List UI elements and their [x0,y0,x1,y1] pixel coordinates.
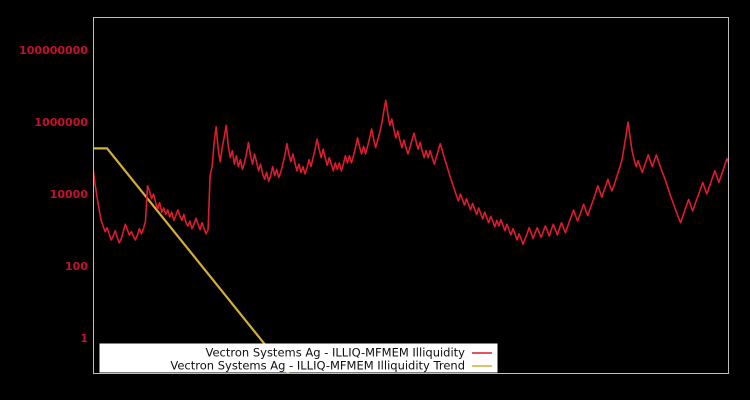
legend-label-illiquidity: Vectron Systems Ag - ILLIQ-MFMEM Illiqui… [206,346,466,360]
ytick-label-10000: 10000 [50,188,89,201]
ytick-label-1: 1 [80,332,88,345]
ytick-label-1000000: 1000000 [34,116,88,129]
legend-background [99,343,498,373]
legend: Vectron Systems Ag - ILLIQ-MFMEM Illiqui… [99,343,498,373]
ytick-label-100000000: 100000000 [19,44,88,57]
trend-line-series [93,147,291,374]
ytick-label-100: 100 [65,260,88,273]
illiquidity-line-series [93,99,729,246]
plot-area-frame [93,17,729,374]
legend-label-illiquidity-trend: Vectron Systems Ag - ILLIQ-MFMEM Illiqui… [170,359,465,373]
y-axis-tick-labels: 100000000 1000000 10000 100 1 [19,44,88,345]
